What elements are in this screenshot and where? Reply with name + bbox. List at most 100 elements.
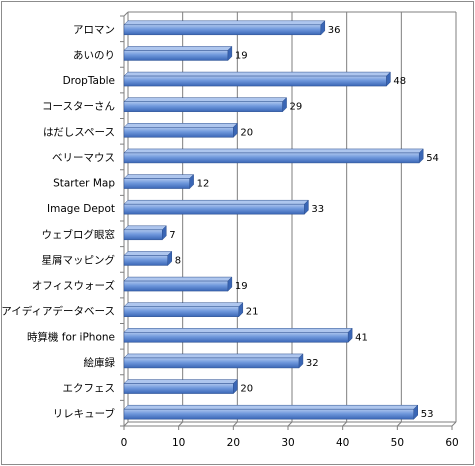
- bar-top-face: [123, 251, 173, 256]
- bar-front-face: [123, 229, 163, 241]
- data-label: 19: [235, 281, 248, 292]
- y-axis-top-bevel: [123, 11, 129, 17]
- category-label: あいのり: [73, 49, 115, 61]
- bar-front-face: [123, 383, 234, 394]
- x-tick-label: 10: [172, 437, 185, 449]
- x-tick-label: 30: [281, 437, 294, 449]
- data-label: 20: [240, 384, 253, 395]
- bar-front-face: [123, 255, 168, 266]
- data-label: 7: [169, 230, 175, 241]
- data-label: 36: [328, 25, 341, 36]
- bar-top-face: [123, 379, 238, 384]
- bar-top-face: [123, 20, 326, 26]
- data-label: 29: [290, 102, 303, 113]
- data-label: 48: [393, 76, 406, 87]
- bar-top-face: [123, 174, 195, 179]
- bar: [123, 327, 353, 343]
- category-label: ベリーマウス: [52, 152, 115, 164]
- bar-top-face: [123, 302, 244, 307]
- category-label: DropTable: [63, 75, 115, 87]
- category-label: エクフェス: [63, 383, 116, 395]
- category-label: ウェブログ眼窓: [42, 228, 116, 241]
- bar-front-face: [123, 50, 229, 61]
- bar-top-face: [123, 404, 419, 410]
- gridline-floor: [123, 421, 129, 427]
- bar-front-face: [123, 203, 305, 215]
- data-label: 19: [235, 50, 248, 61]
- value-labels: 36 19 48 29 20 54 12 33 7 8 19 21 41 32 20 53: [169, 25, 439, 420]
- bar-top-face: [123, 328, 353, 333]
- category-label: コースターさん: [42, 101, 115, 113]
- bar-top-face: [123, 46, 233, 51]
- bar: [123, 45, 233, 62]
- category-label: アロマン: [73, 24, 115, 36]
- bars: [123, 20, 424, 420]
- bar-front-face: [123, 178, 190, 189]
- bar: [123, 173, 195, 190]
- bar-front-face: [123, 306, 240, 317]
- bar-front-face: [123, 408, 414, 420]
- category-label: 時算機 for iPhone: [27, 330, 115, 343]
- bar: [123, 71, 392, 87]
- bar-front-face: [123, 152, 420, 164]
- x-tick-label: 60: [445, 437, 458, 449]
- category-label: アイディアデータベース: [1, 305, 115, 318]
- bar: [123, 122, 238, 138]
- bar: [123, 20, 326, 36]
- gridline-floor: [342, 421, 348, 427]
- bar-top-face: [123, 148, 424, 154]
- bar: [123, 404, 419, 420]
- data-label: 21: [246, 307, 259, 318]
- bar-top-face: [123, 71, 392, 77]
- x-tick-label: 50: [391, 437, 404, 449]
- category-label: 絵庫録: [84, 356, 116, 369]
- category-label: リレキューブ: [53, 407, 116, 420]
- bar: [123, 302, 244, 318]
- data-label: 53: [421, 409, 434, 420]
- category-label: オフィスウォーズ: [32, 279, 115, 292]
- category-label: 星屑マッピング: [42, 253, 116, 266]
- x-tick-labels: 0 10 20 30 40 50 60: [121, 437, 459, 449]
- bar-front-face: [123, 127, 234, 138]
- category-label: はだしスペース: [43, 126, 115, 138]
- data-label: 33: [311, 204, 324, 215]
- data-label: 20: [240, 127, 253, 138]
- data-label: 54: [426, 153, 439, 164]
- bar: [123, 225, 167, 241]
- bar: [123, 97, 288, 113]
- bar-top-face: [123, 225, 167, 231]
- bar: [123, 353, 304, 369]
- bar-front-face: [123, 24, 322, 36]
- data-label: 12: [197, 179, 210, 190]
- bar: [123, 148, 424, 164]
- gridline-floor: [232, 421, 238, 427]
- bar-front-face: [123, 75, 387, 87]
- bar: [123, 276, 233, 292]
- category-label: Starter Map: [53, 178, 115, 190]
- bar: [123, 378, 238, 395]
- bar: [123, 250, 173, 267]
- data-label: 8: [175, 255, 181, 266]
- bar-top-face: [123, 276, 233, 282]
- data-label: 41: [355, 332, 368, 343]
- category-label: Image Depot: [47, 203, 115, 215]
- bar-top-face: [123, 199, 310, 205]
- gridline-floor: [178, 421, 184, 427]
- bar-front-face: [123, 332, 349, 343]
- bar: [123, 199, 310, 215]
- bar-front-face: [123, 357, 300, 369]
- bar-front-face: [123, 101, 283, 112]
- gridline-floor: [451, 421, 457, 427]
- x-tick-label: 0: [121, 437, 128, 449]
- data-label: 32: [306, 358, 319, 369]
- gridline-floor: [396, 421, 402, 427]
- bar-front-face: [123, 280, 229, 292]
- bar-top-face: [123, 123, 238, 128]
- bar-top-face: [123, 97, 288, 102]
- x-tick-label: 40: [336, 437, 349, 449]
- x-tick-label: 20: [227, 437, 240, 449]
- gridline-floor: [287, 421, 293, 427]
- bar-top-face: [123, 353, 304, 359]
